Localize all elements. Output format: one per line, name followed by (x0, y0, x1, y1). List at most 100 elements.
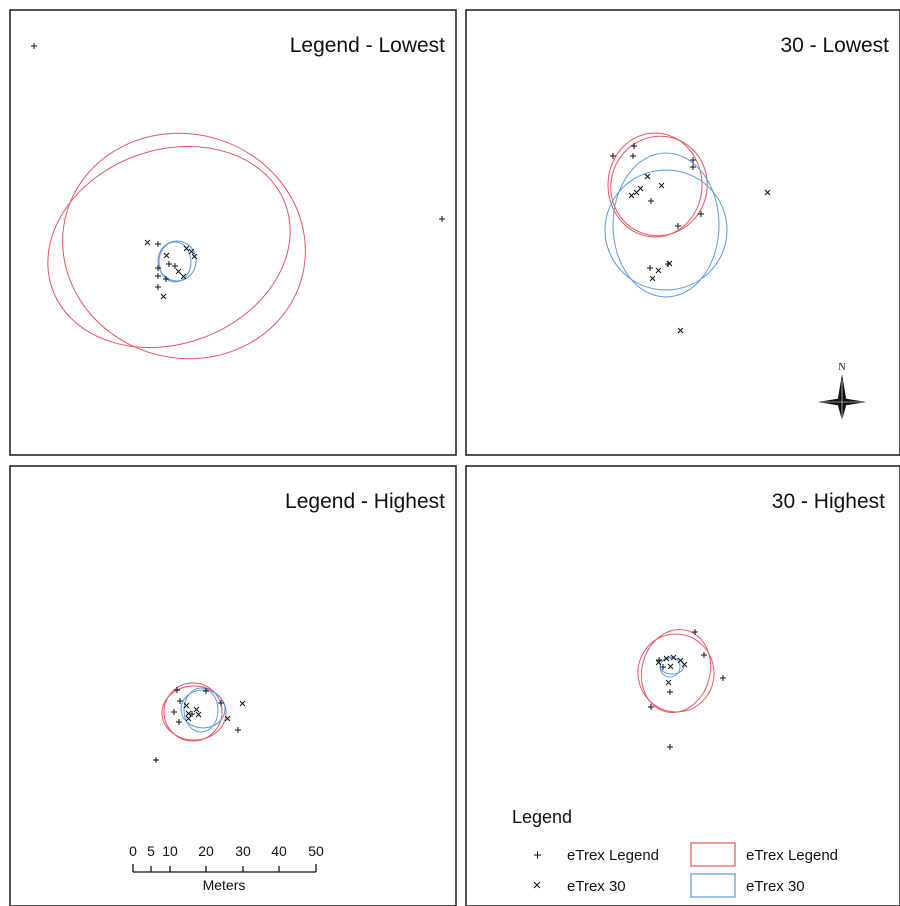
panel-title-legend-highest: Legend - Highest (285, 490, 445, 513)
plus-marker (172, 263, 178, 269)
plus-marker (660, 664, 666, 670)
scale-tick-label: 10 (162, 843, 178, 859)
plus-marker (163, 276, 169, 282)
cross-marker (193, 706, 200, 713)
cross-marker (658, 182, 665, 189)
scale-tick-label: 20 (198, 843, 214, 859)
blue-ellipse (183, 687, 219, 733)
plus-marker (189, 711, 195, 717)
cross-marker (655, 659, 662, 666)
cross-marker (633, 189, 640, 196)
cross-marker (185, 710, 192, 717)
cross-marker (185, 715, 192, 722)
north-label: N (838, 362, 845, 373)
panel-frame-legend-highest (9, 465, 457, 906)
cross-marker (628, 192, 635, 199)
plus-marker (235, 727, 241, 733)
error-ellipses-legend-lowest (47, 132, 306, 360)
scale-unit-label: Meters (203, 877, 246, 893)
cross-marker (667, 663, 674, 670)
legend-cross-marker (533, 881, 541, 889)
red-ellipse (161, 685, 227, 741)
plus-marker (155, 273, 161, 279)
panel-frame-legend-lowest (9, 9, 457, 456)
panel-frame-30-lowest (465, 9, 900, 456)
plus-marker (698, 211, 704, 217)
map-legend: Legend eTrex Legend eTrex 30 eTrex Legen… (512, 807, 838, 898)
cross-marker (665, 679, 672, 686)
legend-blue-ellipse-swatch (690, 873, 736, 898)
panel-title-30-highest: 30 - Highest (772, 490, 885, 513)
plus-marker (218, 700, 224, 706)
cross-marker (180, 273, 187, 280)
cross-marker (670, 654, 677, 661)
panel-frame-30-highest (465, 465, 900, 906)
cross-marker (681, 661, 688, 668)
cross-marker (224, 715, 231, 722)
plus-marker (155, 265, 161, 271)
red-ellipse (637, 633, 715, 713)
scale-bar: 0 5 10 20 30 40 50 Meters (129, 843, 324, 893)
scale-tick-label: 0 (129, 843, 137, 859)
plus-marker (690, 157, 696, 163)
plus-marker (439, 216, 445, 222)
error-ellipses-30-lowest (604, 132, 728, 298)
blue-ellipse (604, 169, 728, 291)
cross-marker (677, 327, 684, 334)
scale-tick-label: 5 (147, 843, 155, 859)
cross-marker (663, 655, 670, 662)
scale-tick-label: 50 (308, 843, 324, 859)
error-ellipses-30-highest (637, 628, 715, 714)
plus-marker (648, 704, 654, 710)
blue-ellipse (157, 240, 197, 282)
cross-marker (644, 173, 651, 180)
scale-bar-line (132, 864, 317, 873)
blue-ellipse (180, 689, 226, 729)
plus-marker (610, 153, 616, 159)
cross-marker (183, 702, 190, 709)
legend-plus-marker (534, 851, 541, 859)
plus-marker (153, 757, 159, 763)
plus-marker (203, 688, 209, 694)
cross-marker (655, 267, 662, 274)
cross-marker (183, 245, 190, 252)
plus-marker (155, 284, 161, 290)
cross-marker (188, 248, 195, 255)
scale-tick-label: 40 (271, 843, 287, 859)
cross-marker (160, 293, 167, 300)
plus-marker (630, 153, 636, 159)
red-ellipse (607, 132, 703, 238)
legend-label-etrex-legend-ellipse: eTrex Legend (746, 847, 838, 864)
plus-marker (690, 164, 696, 170)
plus-marker (647, 265, 653, 271)
plus-marker (667, 689, 673, 695)
plus-marker (171, 709, 177, 715)
plus-marker (155, 241, 161, 247)
north-arrow: N (818, 362, 866, 420)
cross-marker (191, 253, 198, 260)
markers-legend-lowest (31, 43, 445, 300)
plus-marker (692, 629, 698, 635)
red-ellipse (610, 135, 708, 237)
cross-marker (239, 700, 246, 707)
legend-red-ellipse-swatch (690, 842, 736, 867)
legend-title: Legend (512, 807, 572, 827)
markers-30-highest (648, 629, 726, 750)
cross-marker (764, 189, 771, 196)
cross-marker (175, 268, 182, 275)
cross-marker (144, 239, 151, 246)
legend-label-etrex-30-ellipse: eTrex 30 (746, 878, 805, 895)
blue-ellipse (158, 241, 192, 283)
cross-marker (649, 275, 656, 282)
blue-ellipse (659, 657, 685, 675)
plus-marker (631, 143, 637, 149)
panel-title-legend-lowest: Legend - Lowest (290, 34, 445, 57)
red-ellipse (62, 132, 306, 360)
markers-legend-highest (153, 687, 246, 763)
red-ellipse (163, 682, 223, 742)
error-ellipses-legend-highest (161, 682, 227, 742)
cross-marker (195, 711, 202, 718)
plus-marker (648, 198, 654, 204)
plus-marker (166, 261, 172, 267)
